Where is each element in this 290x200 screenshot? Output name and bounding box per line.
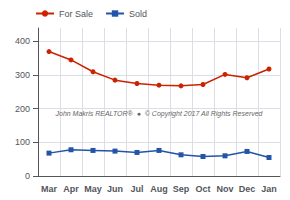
svg-text:Mar: Mar bbox=[41, 184, 58, 194]
svg-text:300: 300 bbox=[15, 70, 30, 80]
svg-text:May: May bbox=[84, 184, 102, 194]
svg-text:Dec: Dec bbox=[239, 184, 256, 194]
svg-text:Aug: Aug bbox=[150, 184, 168, 194]
svg-text:Jan: Jan bbox=[261, 184, 277, 194]
svg-text:100: 100 bbox=[15, 137, 30, 147]
svg-text:Oct: Oct bbox=[195, 184, 210, 194]
svg-text:Sep: Sep bbox=[173, 184, 190, 194]
svg-text:Apr: Apr bbox=[63, 184, 79, 194]
svg-text:Nov: Nov bbox=[216, 184, 233, 194]
svg-text:0: 0 bbox=[25, 171, 30, 181]
svg-text:Sold: Sold bbox=[129, 9, 147, 19]
svg-text:400: 400 bbox=[15, 36, 30, 46]
svg-text:John Makris REALTOR® ● © Cop: John Makris REALTOR® ● © Copyright 2017 … bbox=[55, 110, 264, 118]
svg-text:Jul: Jul bbox=[130, 184, 143, 194]
svg-text:Jun: Jun bbox=[107, 184, 123, 194]
svg-text:200: 200 bbox=[15, 104, 30, 114]
svg-text:For Sale: For Sale bbox=[59, 9, 93, 19]
